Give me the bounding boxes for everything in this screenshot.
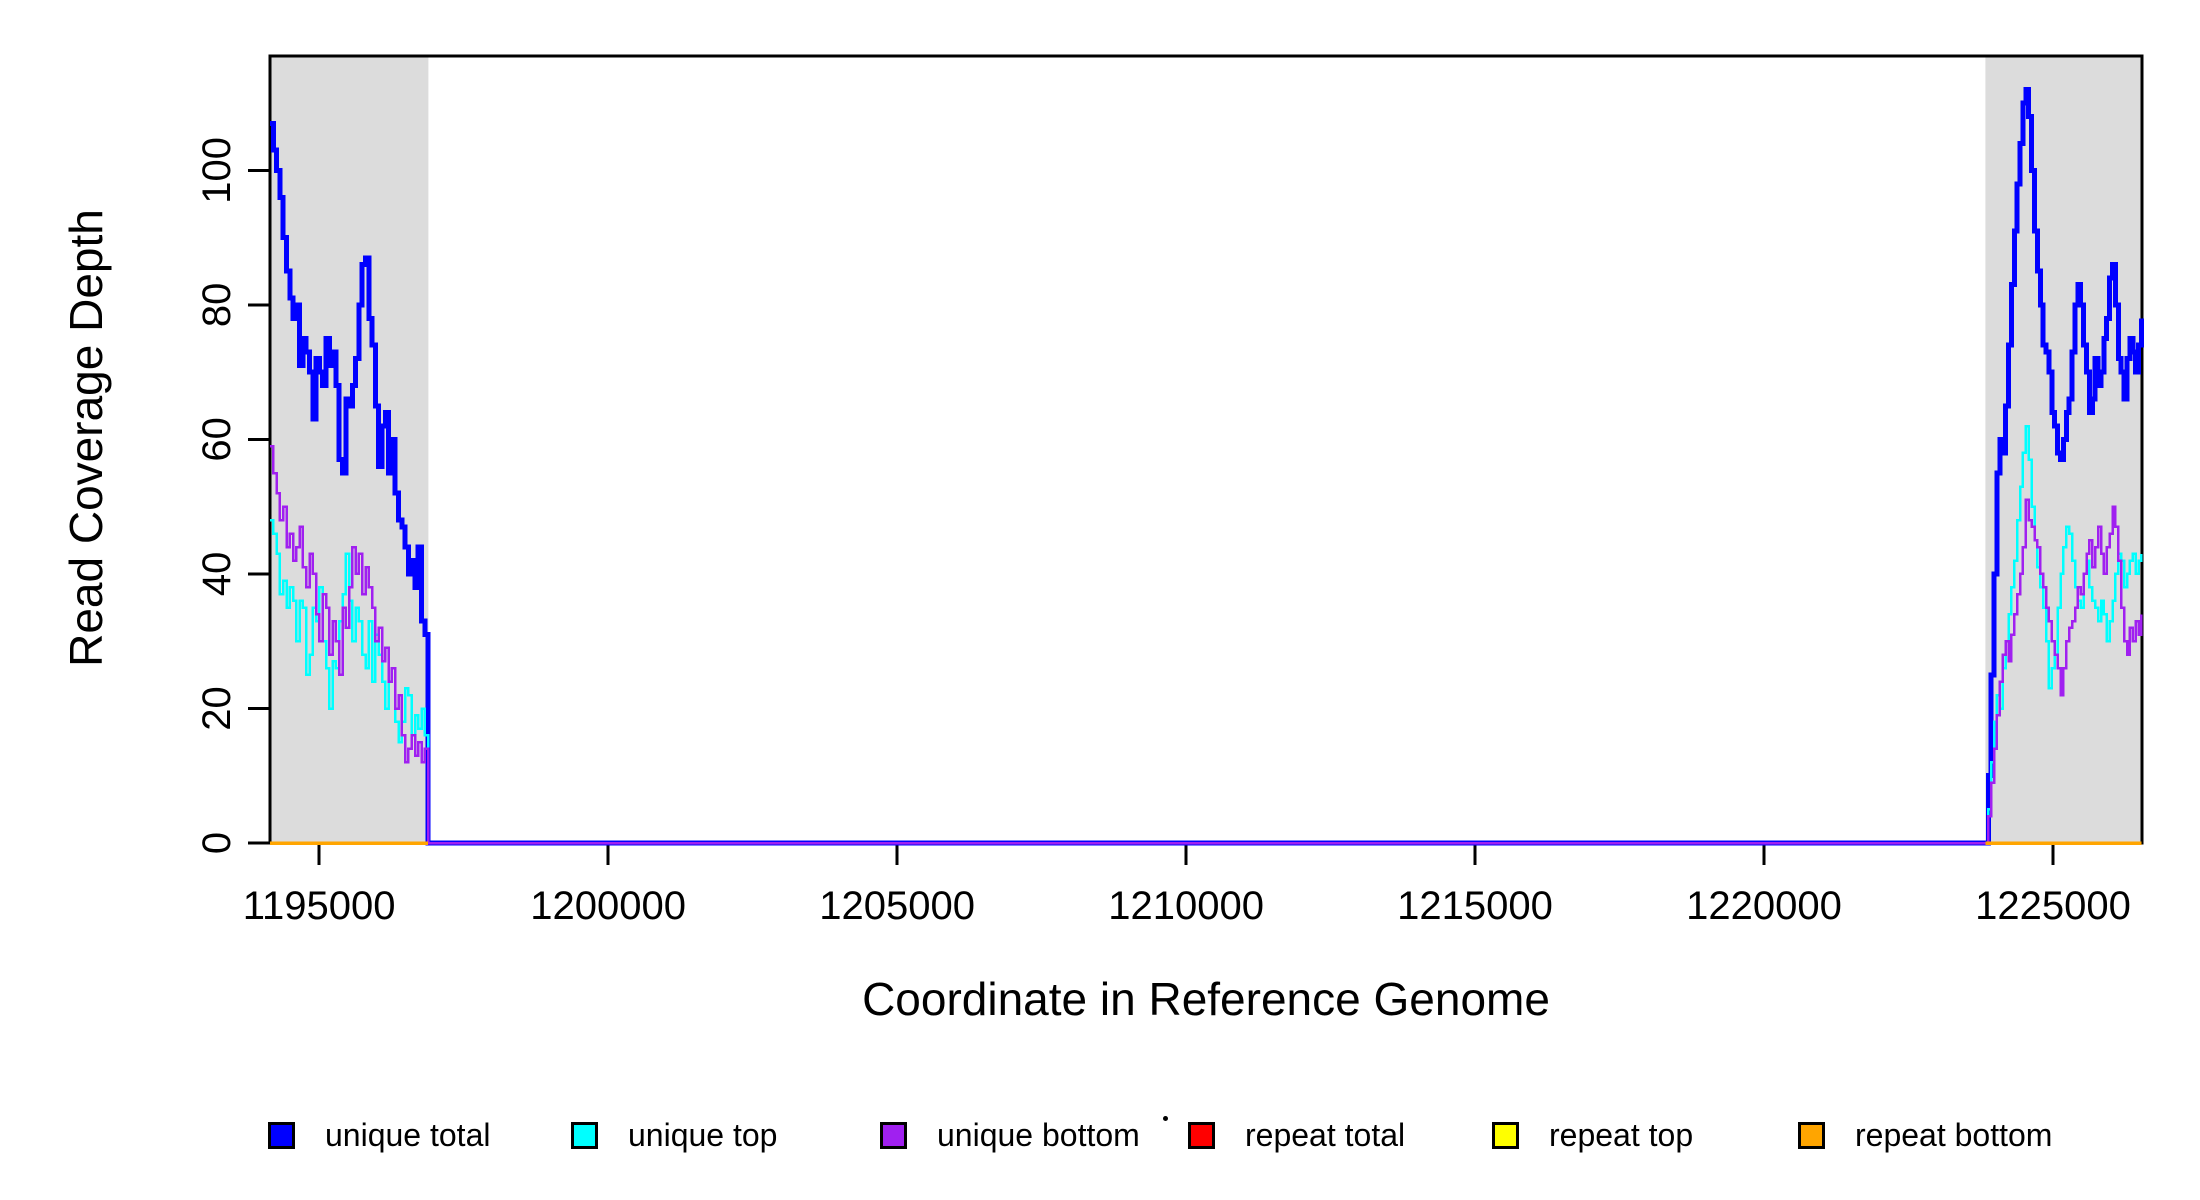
y-axis-tick-label: 80	[195, 283, 239, 328]
y-axis-tick-label: 100	[195, 137, 239, 204]
y-axis-tick-label: 40	[195, 552, 239, 597]
x-axis-tick-label: 1205000	[819, 884, 975, 928]
x-axis-title: Coordinate in Reference Genome	[862, 973, 1550, 1025]
x-axis-tick-label: 1220000	[1686, 884, 1842, 928]
x-axis-tick-label: 1195000	[243, 884, 396, 928]
y-axis-title: Read Coverage Depth	[60, 209, 112, 667]
y-axis-tick-label: 60	[195, 417, 239, 462]
x-axis-tick-label: 1210000	[1108, 884, 1264, 928]
series-unique-top	[270, 424, 2143, 845]
stray-point-marker	[1163, 1116, 1168, 1121]
x-axis-tick-label: 1200000	[530, 884, 686, 928]
series-unique-bottom	[270, 444, 2143, 845]
y-axis-tick-label: 20	[195, 686, 239, 731]
x-axis-tick-label: 1225000	[1975, 884, 2131, 928]
x-axis-tick-label: 1215000	[1397, 884, 1553, 928]
shaded-region	[270, 56, 429, 843]
series-unique-total	[270, 87, 2144, 846]
plot-border	[268, 54, 2144, 845]
y-axis-tick-label: 0	[195, 832, 239, 854]
